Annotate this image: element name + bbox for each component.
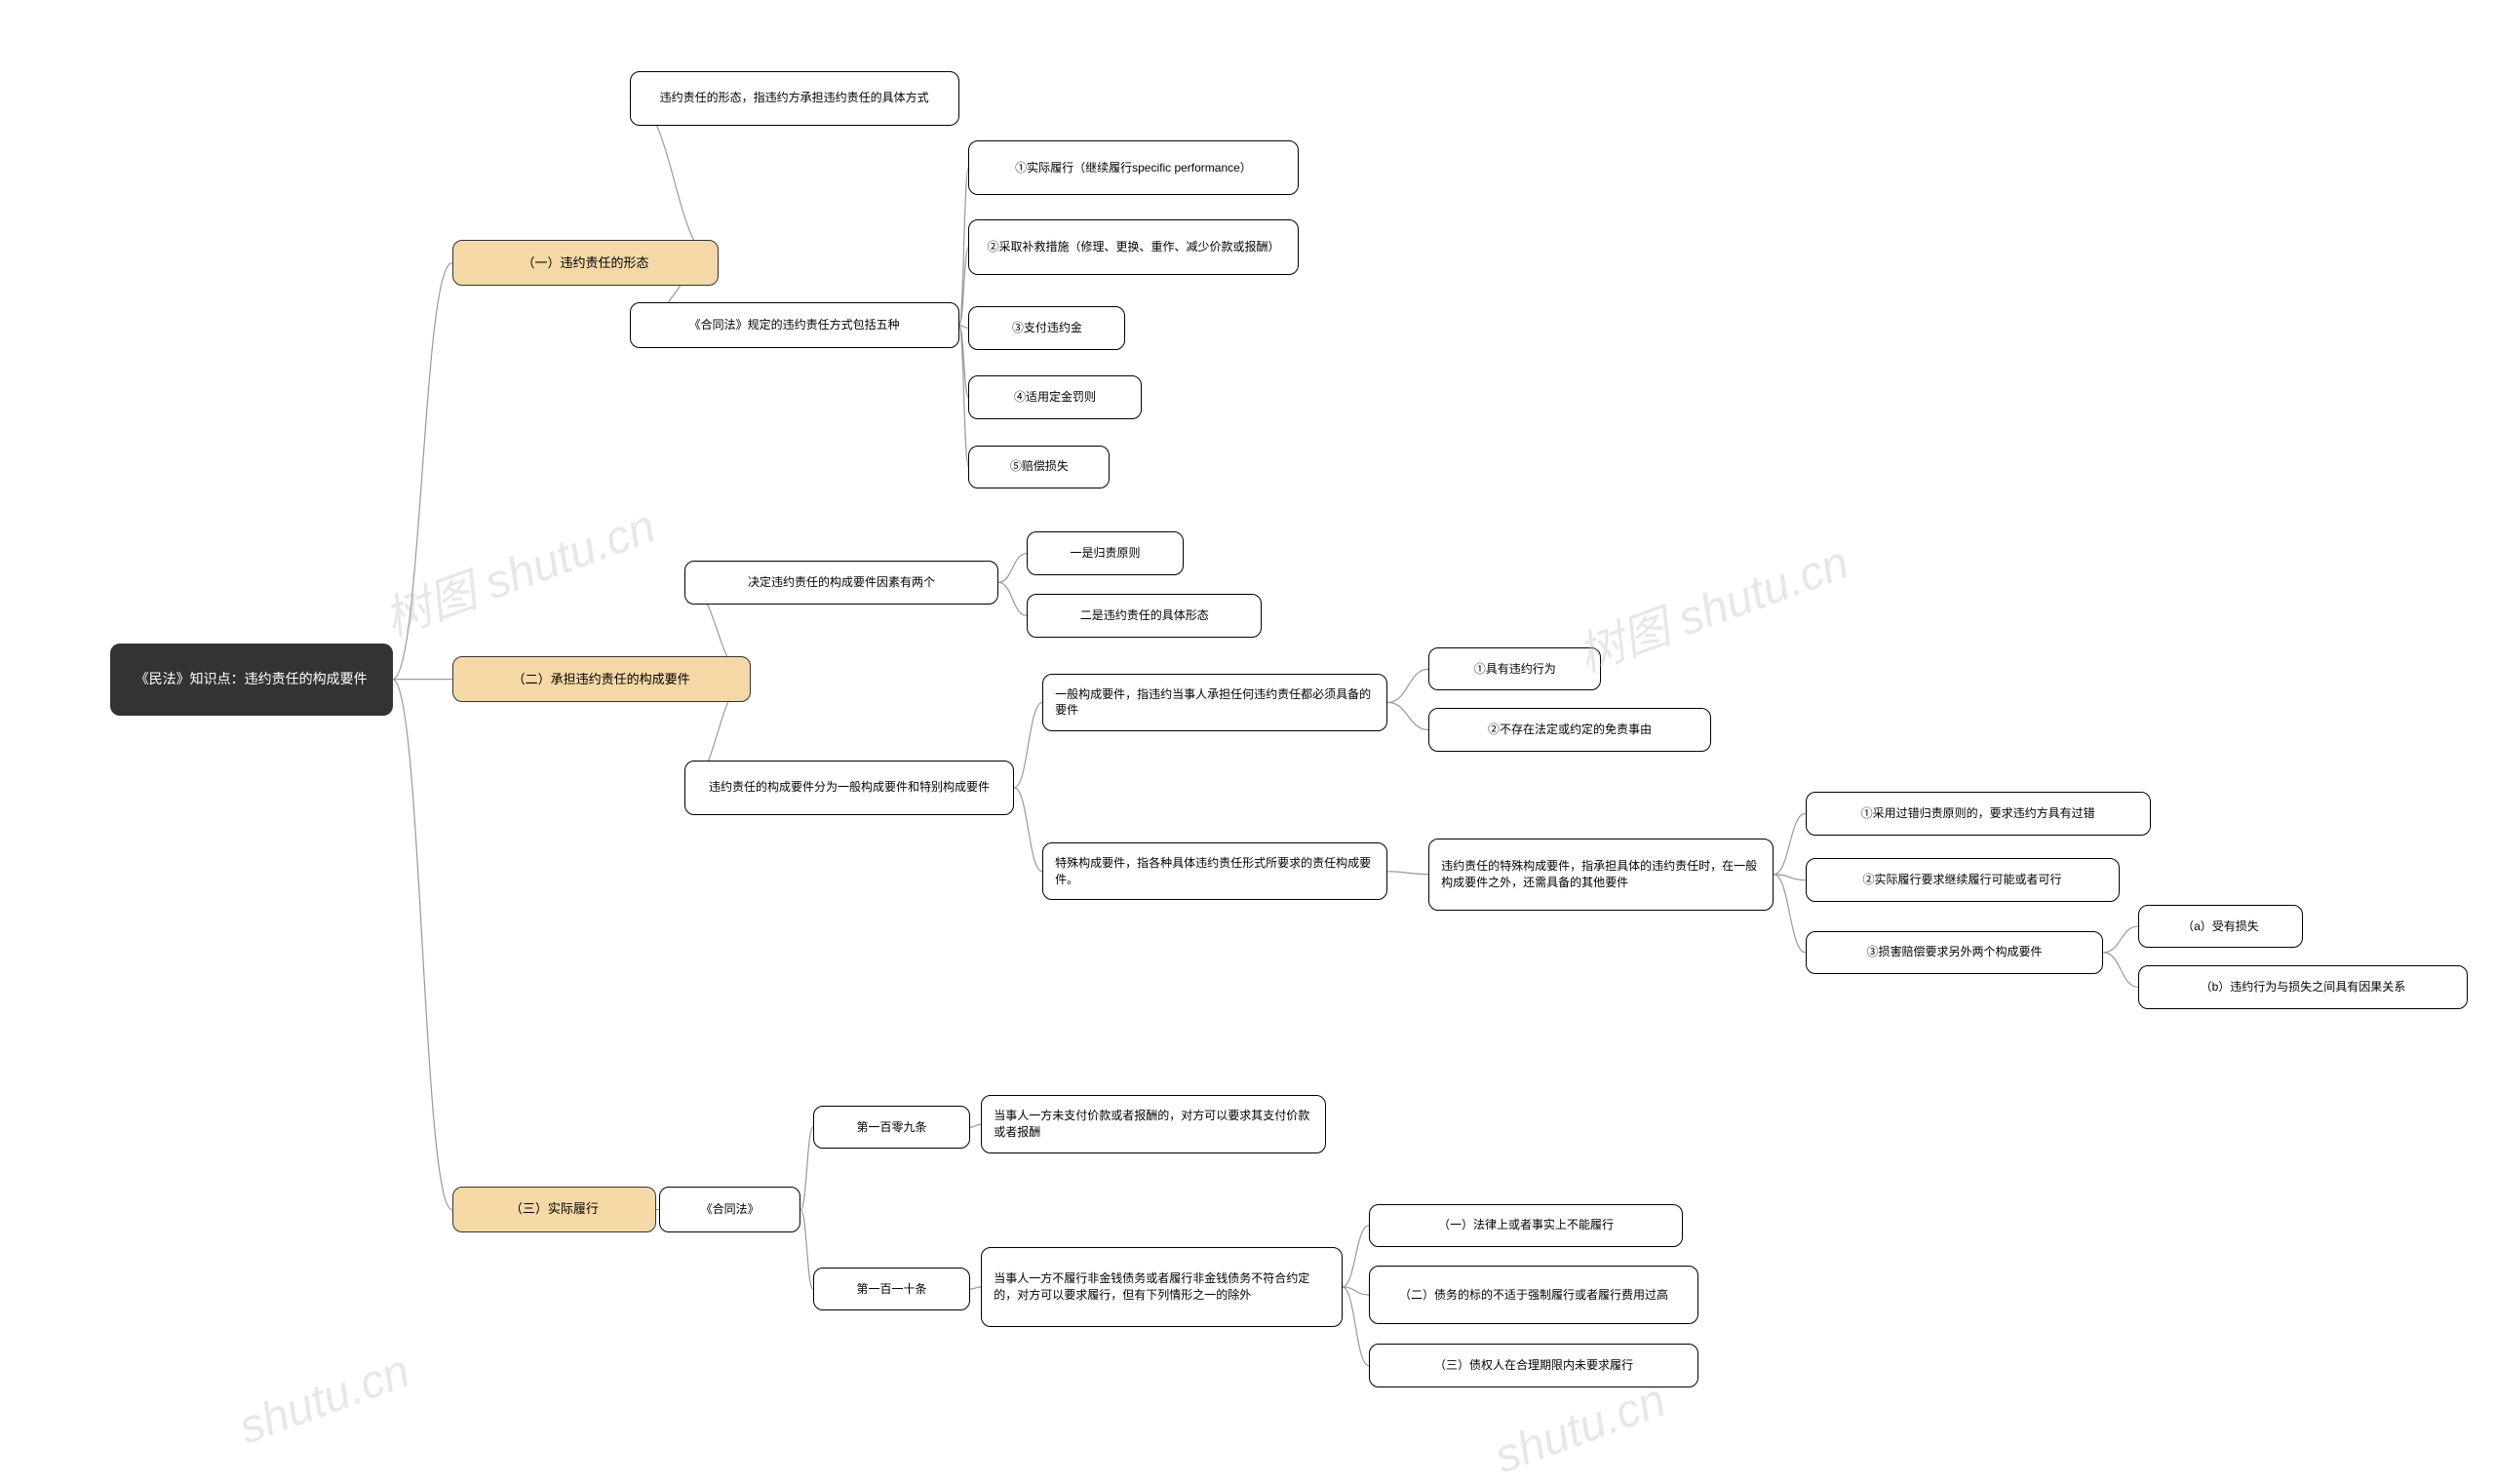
node-label: （a）受有损失	[2182, 918, 2259, 935]
node-label: ①具有违约行为	[1474, 661, 1556, 678]
node-label: 违约责任的形态，指违约方承担违约责任的具体方式	[660, 90, 929, 106]
node-label: ②不存在法定或约定的免责事由	[1488, 722, 1652, 738]
node-b1-2[interactable]: 《合同法》规定的违约责任方式包括五种	[630, 302, 959, 348]
node-b3-1-2-1-2[interactable]: （二）债务的标的不适于强制履行或者履行费用过高	[1369, 1266, 1698, 1323]
branch-3[interactable]: （三）实际履行	[452, 1187, 656, 1232]
node-label: （三）债权人在合理期限内未要求履行	[1434, 1357, 1633, 1374]
node-b3-1-2-1-1[interactable]: （一）法律上或者事实上不能履行	[1369, 1204, 1683, 1247]
node-label: （一）违约责任的形态	[523, 254, 649, 272]
node-label: 违约责任的构成要件分为一般构成要件和特别构成要件	[709, 779, 990, 796]
node-b3-1-2-1-3[interactable]: （三）债权人在合理期限内未要求履行	[1369, 1344, 1698, 1386]
node-label: （二）债务的标的不适于强制履行或者履行费用过高	[1399, 1287, 1668, 1304]
node-label: 二是违约责任的具体形态	[1080, 607, 1209, 624]
branch-1[interactable]: （一）违约责任的形态	[452, 240, 720, 286]
node-b2-2-1-2[interactable]: ②不存在法定或约定的免责事由	[1428, 708, 1711, 751]
node-label: 当事人一方不履行非金钱债务或者履行非金钱债务不符合约定的，对方可以要求履行，但有…	[994, 1270, 1329, 1304]
node-b3-1[interactable]: 《合同法》	[659, 1187, 800, 1232]
watermark: shutu.cn	[1488, 1373, 1672, 1484]
node-label: 一般构成要件，指违约当事人承担任何违约责任都必须具备的要件	[1055, 686, 1375, 720]
node-label: ①实际履行（继续履行specific performance）	[1015, 160, 1252, 176]
node-label: 第一百零九条	[856, 1119, 926, 1136]
node-label: 决定违约责任的构成要件因素有两个	[748, 574, 935, 591]
node-b2-1-2[interactable]: 二是违约责任的具体形态	[1027, 594, 1263, 637]
node-label: （二）承担违约责任的构成要件	[513, 671, 690, 688]
node-b1-2-1[interactable]: ①实际履行（继续履行specific performance）	[968, 140, 1298, 195]
branch-2[interactable]: （二）承担违约责任的构成要件	[452, 656, 751, 702]
node-b2-2-2-1[interactable]: 违约责任的特殊构成要件，指承担具体的违约责任时，在一般构成要件之外，还需具备的其…	[1428, 839, 1774, 911]
node-b1-2-3[interactable]: ③支付违约金	[968, 306, 1125, 349]
root-label: 《民法》知识点：违约责任的构成要件	[136, 670, 368, 689]
node-label: ⑤赔偿损失	[1010, 458, 1069, 475]
node-label: ①采用过错归责原则的，要求违约方具有过错	[1861, 805, 2095, 822]
node-label: ③损害赔偿要求另外两个构成要件	[1867, 944, 2043, 960]
watermark: 树图 shutu.cn	[373, 488, 663, 649]
node-label: （b）违约行为与损失之间具有因果关系	[2201, 979, 2406, 996]
node-b3-1-2-1[interactable]: 当事人一方不履行非金钱债务或者履行非金钱债务不符合约定的，对方可以要求履行，但有…	[981, 1247, 1342, 1327]
node-b2-2-2-1-1[interactable]: ①采用过错归责原则的，要求违约方具有过错	[1806, 792, 2151, 835]
node-label: ②采取补救措施（修理、更换、重作、减少价款或报酬）	[987, 239, 1279, 255]
node-label: 违约责任的特殊构成要件，指承担具体的违约责任时，在一般构成要件之外，还需具备的其…	[1441, 858, 1761, 891]
node-b2-2[interactable]: 违约责任的构成要件分为一般构成要件和特别构成要件	[684, 761, 1014, 815]
node-b2-1-1[interactable]: 一是归责原则	[1027, 531, 1184, 574]
node-label: ②实际履行要求继续履行可能或者可行	[1863, 872, 2062, 888]
watermark: 树图 shutu.cn	[1567, 525, 1856, 685]
node-b3-1-1-1[interactable]: 当事人一方未支付价款或者报酬的，对方可以要求其支付价款或者报酬	[981, 1095, 1326, 1152]
node-label: ③支付违约金	[1012, 320, 1082, 336]
node-b2-2-2-1-3-b[interactable]: （b）违约行为与损失之间具有因果关系	[2138, 965, 2468, 1008]
node-b3-1-1[interactable]: 第一百零九条	[813, 1106, 970, 1149]
node-b2-2-1-1[interactable]: ①具有违约行为	[1428, 647, 1601, 690]
node-label: 《合同法》规定的违约责任方式包括五种	[689, 317, 900, 333]
node-label: （三）实际履行	[510, 1200, 599, 1218]
watermark: shutu.cn	[232, 1345, 416, 1456]
node-label: 一是归责原则	[1070, 545, 1140, 562]
node-label: 第一百一十条	[856, 1281, 926, 1298]
node-b2-2-2-1-2[interactable]: ②实际履行要求继续履行可能或者可行	[1806, 858, 2120, 901]
node-label: 《合同法》	[701, 1201, 760, 1218]
node-b2-2-2-1-3[interactable]: ③损害赔偿要求另外两个构成要件	[1806, 931, 2104, 974]
root-node[interactable]: 《民法》知识点：违约责任的构成要件	[110, 644, 393, 716]
node-b1-2-5[interactable]: ⑤赔偿损失	[968, 446, 1110, 488]
node-b2-2-2-1-3-a[interactable]: （a）受有损失	[2138, 905, 2303, 948]
node-label: 当事人一方未支付价款或者报酬的，对方可以要求其支付价款或者报酬	[994, 1108, 1313, 1141]
node-b2-2-2[interactable]: 特殊构成要件，指各种具体违约责任形式所要求的责任构成要件。	[1042, 842, 1387, 900]
node-b3-1-2[interactable]: 第一百一十条	[813, 1268, 970, 1310]
node-label: ④适用定金罚则	[1014, 389, 1096, 406]
node-b2-2-1[interactable]: 一般构成要件，指违约当事人承担任何违约责任都必须具备的要件	[1042, 674, 1387, 731]
node-b1-2-4[interactable]: ④适用定金罚则	[968, 375, 1141, 418]
node-b1-1[interactable]: 违约责任的形态，指违约方承担违约责任的具体方式	[630, 71, 959, 126]
node-b2-1[interactable]: 决定违约责任的构成要件因素有两个	[684, 561, 998, 604]
node-b1-2-2[interactable]: ②采取补救措施（修理、更换、重作、减少价款或报酬）	[968, 219, 1298, 274]
node-label: 特殊构成要件，指各种具体违约责任形式所要求的责任构成要件。	[1055, 855, 1375, 888]
node-label: （一）法律上或者事实上不能履行	[1438, 1217, 1614, 1233]
